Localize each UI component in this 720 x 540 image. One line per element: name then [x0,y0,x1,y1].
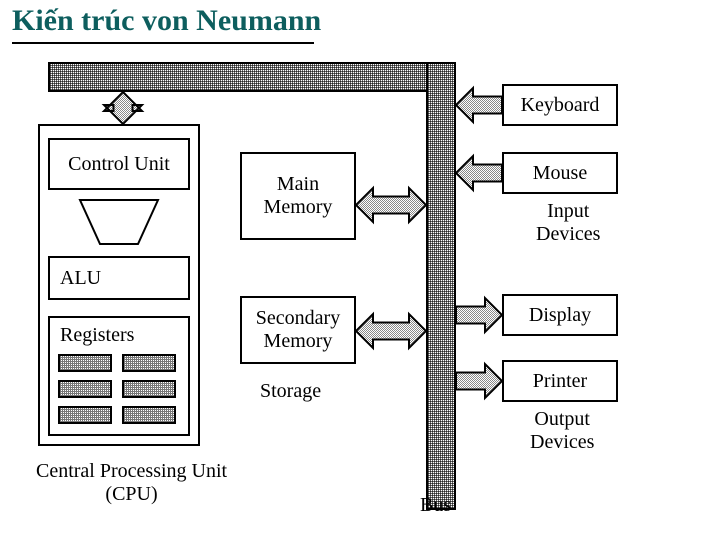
mouse-box: Mouse [502,152,618,194]
alu-label: ALU [60,267,101,290]
printer-box: Printer [502,360,618,402]
alu-trapezoid-icon [80,200,158,244]
double-arrow-icon [356,314,426,348]
arrow-right-icon [456,364,502,398]
double-arrow-vertical-icon [104,92,142,124]
mouse-label: Mouse [533,162,587,185]
register-cell [122,380,176,398]
output-devices-label: Output Devices [530,408,594,454]
secondary-memory-box: Secondary Memory [240,296,356,364]
secondary-memory-label: Secondary Memory [256,307,340,353]
bus-label: Bus [420,494,451,517]
keyboard-box: Keyboard [502,84,618,126]
cpu-label: Central Processing Unit (CPU) [36,460,227,506]
display-box: Display [502,294,618,336]
main-memory-label: Main Memory [264,173,333,219]
display-label: Display [529,304,591,327]
double-arrow-icon [356,188,426,222]
register-cell [122,406,176,424]
arrow-left-icon [456,88,502,122]
register-cell [58,354,112,372]
storage-label: Storage [260,380,321,403]
registers-label: Registers [60,324,134,347]
control-unit-label: Control Unit [68,153,170,176]
printer-label: Printer [533,370,587,393]
arrow-left-icon [456,156,502,190]
control-unit-box: Control Unit [48,138,190,190]
page-title: Kiến trúc von Neumann [12,4,321,38]
register-cell [122,354,176,372]
title-underline [12,42,314,44]
input-devices-label: Input Devices [536,200,600,246]
register-cell [58,406,112,424]
keyboard-label: Keyboard [521,94,600,117]
arrow-right-icon [456,298,502,332]
bus-horizontal [48,62,456,92]
register-cell [58,380,112,398]
bus-vertical [426,62,456,510]
main-memory-box: Main Memory [240,152,356,240]
alu-box: ALU [48,256,190,300]
